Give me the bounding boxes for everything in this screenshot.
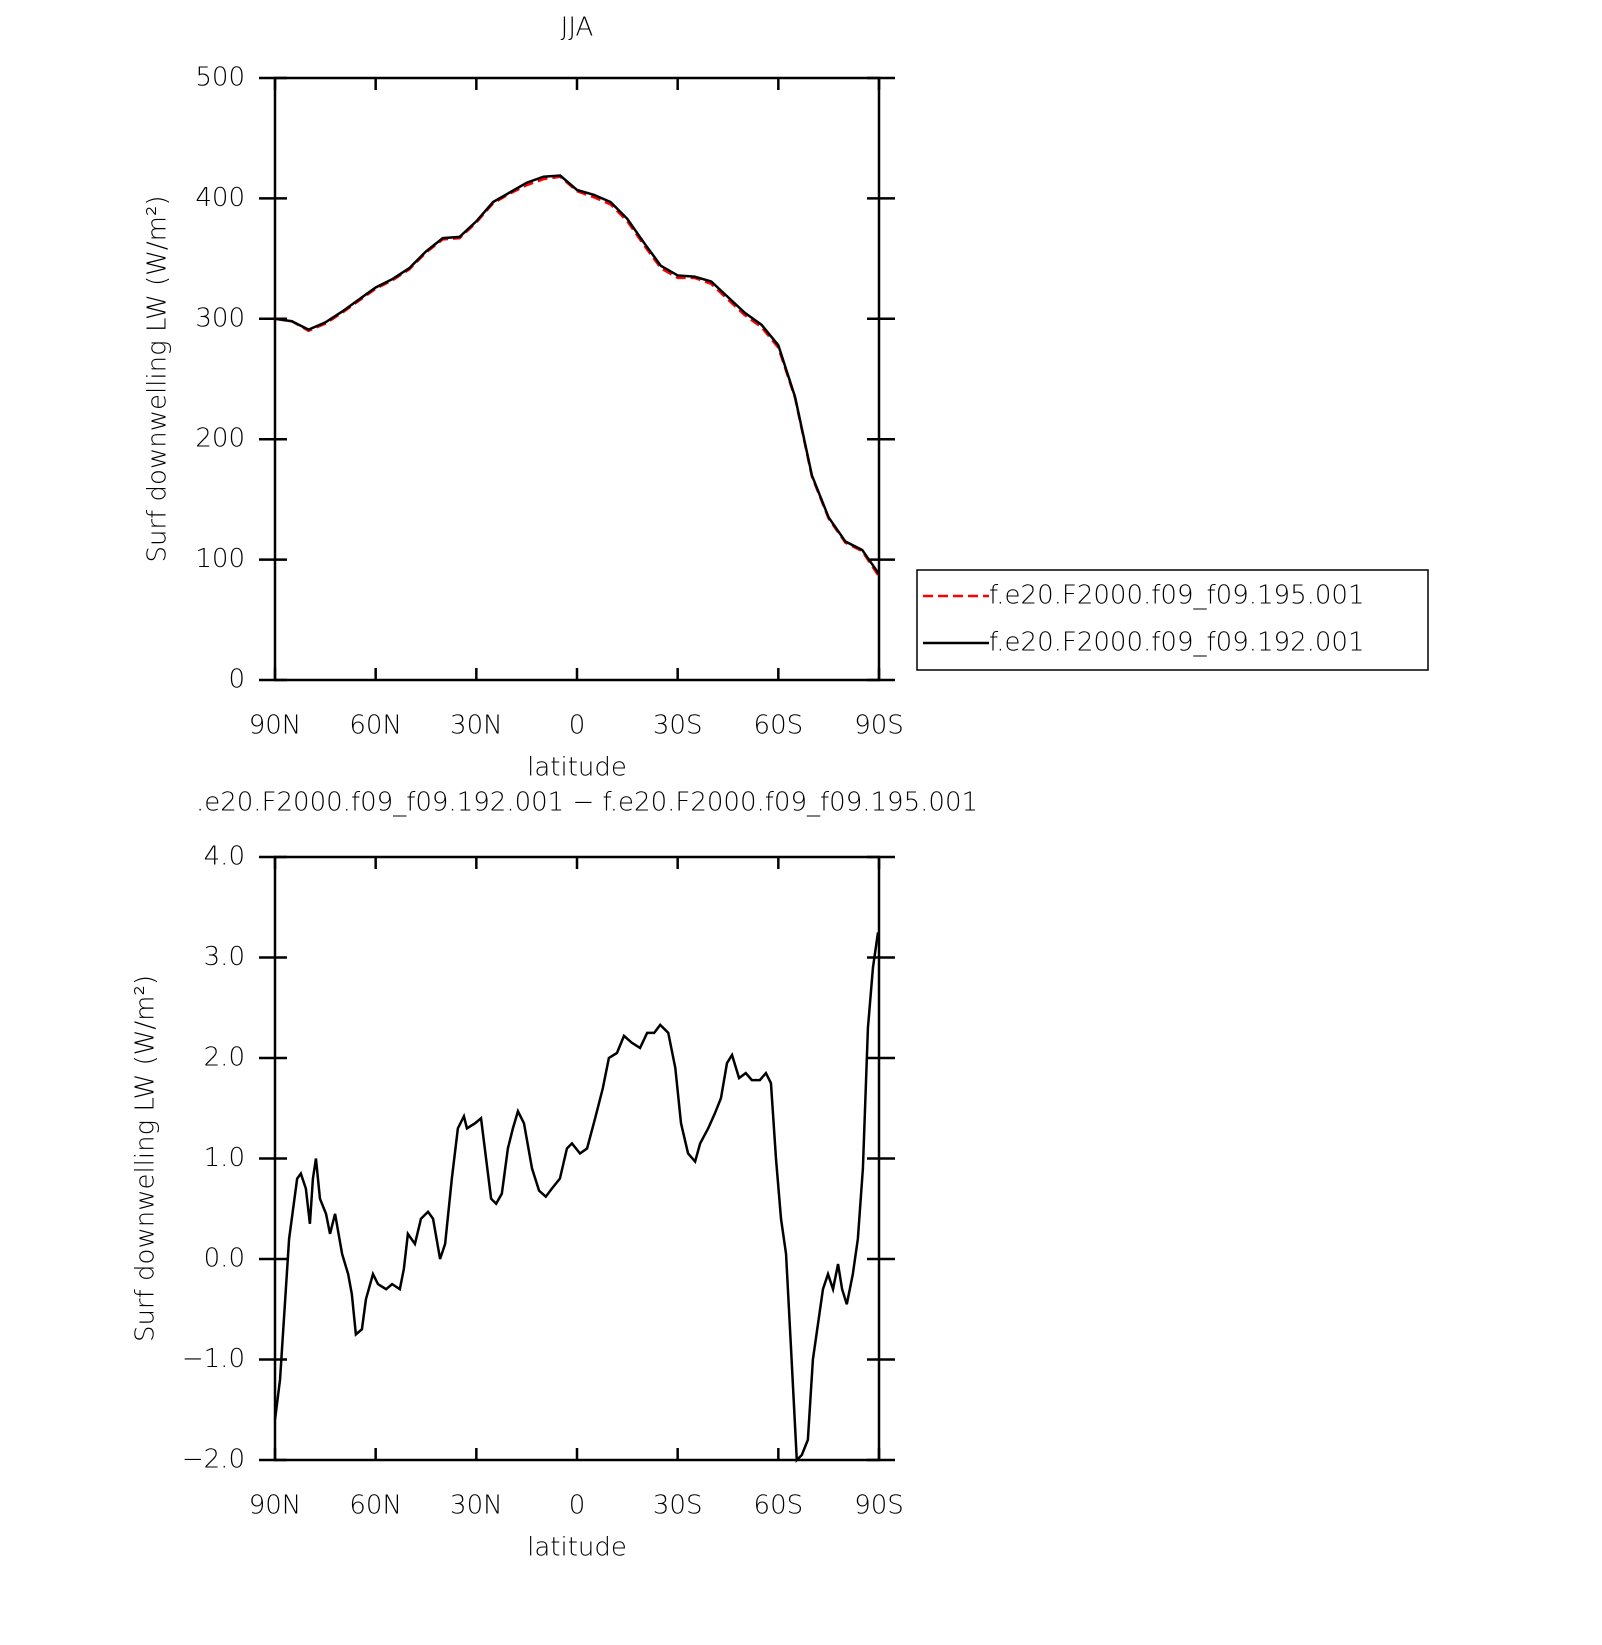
x-tick-label: 30N [450, 1491, 503, 1521]
x-tick-label: 60S [754, 1491, 804, 1521]
y-tick-label: 0 [228, 665, 245, 695]
x-tick-label: 30S [653, 711, 703, 741]
y-tick-label: 200 [195, 424, 245, 454]
y-tick-label: −2.0 [182, 1445, 245, 1475]
y-tick-label: 3.0 [204, 942, 245, 972]
x-tick-label: 60N [349, 711, 402, 741]
y-tick-label: 500 [195, 63, 245, 93]
legend-label: f.e20.F2000.f09_f09.195.001 [989, 581, 1365, 611]
y-tick-label: 100 [195, 544, 245, 574]
x-axis-label: latitude [527, 753, 627, 783]
x-tick-label: 30N [450, 711, 503, 741]
x-tick-label: 30S [653, 1491, 703, 1521]
x-tick-label: 60N [349, 1491, 402, 1521]
x-tick-label: 0 [569, 1491, 586, 1521]
chart-title: .e20.F2000.f09_f09.192.001 − f.e20.F2000… [196, 788, 978, 818]
y-tick-label: 1.0 [204, 1143, 245, 1173]
x-tick-label: 90S [854, 711, 904, 741]
x-tick-label: 0 [569, 711, 586, 741]
y-tick-label: 400 [195, 183, 245, 213]
plot-frame [273, 855, 881, 1462]
y-axis-label: Surf downwelling LW (W/m²) [143, 195, 173, 562]
y-tick-label: 2.0 [204, 1043, 245, 1073]
chart-title: JJA [561, 13, 594, 43]
y-tick-label: −1.0 [182, 1344, 245, 1374]
data-line [273, 932, 880, 1463]
y-axis-label: Surf downwelling LW (W/m²) [131, 975, 161, 1342]
x-tick-label: 90N [249, 711, 302, 741]
data-line [274, 174, 881, 575]
x-axis-label: latitude [527, 1533, 627, 1563]
y-tick-label: 300 [195, 303, 245, 333]
x-tick-label: 90S [854, 1491, 904, 1521]
legend-label: f.e20.F2000.f09_f09.192.001 [989, 628, 1365, 658]
y-tick-label: 4.0 [204, 842, 245, 872]
legend-box [916, 569, 1429, 671]
x-tick-label: 90N [249, 1491, 302, 1521]
y-tick-label: 0.0 [204, 1244, 245, 1274]
x-tick-label: 60S [754, 711, 804, 741]
